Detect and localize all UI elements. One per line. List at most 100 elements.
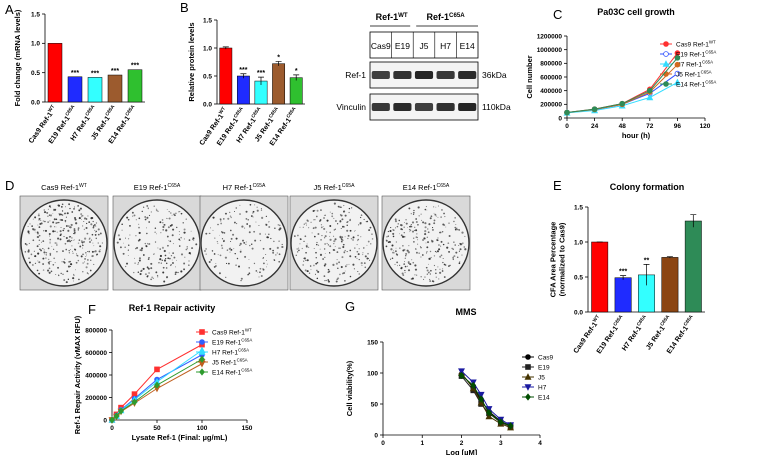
- colony-dot: [438, 278, 440, 280]
- colony-dot: [245, 243, 247, 245]
- colony-dot: [72, 239, 74, 241]
- significance: ***: [257, 70, 265, 77]
- colony-dot: [273, 259, 275, 261]
- colony-dot: [431, 226, 434, 229]
- colony-dot: [190, 230, 192, 232]
- colony-dot: [49, 214, 53, 217]
- colony-dot: [160, 262, 162, 264]
- colony-dot: [408, 245, 410, 247]
- colony-dot: [263, 262, 265, 265]
- blot-group-label-main: Ref-1: [427, 12, 450, 22]
- legend-marker: [199, 368, 205, 376]
- colony-dot: [229, 251, 231, 253]
- x-tick-label-sup: C65A: [659, 314, 671, 328]
- colony-dot: [210, 259, 213, 261]
- colony-dot: [426, 236, 428, 238]
- blot-lane-label: E19: [395, 41, 410, 51]
- legend-label-sup: C65A: [701, 69, 712, 74]
- colony-dot: [305, 245, 308, 247]
- colony-dot: [180, 236, 182, 239]
- colony-dot: [221, 238, 224, 240]
- colony-dot: [87, 273, 89, 275]
- colony-dot: [93, 245, 95, 247]
- colony-dot: [34, 262, 37, 265]
- colony-dot: [333, 202, 336, 205]
- colony-dot: [245, 210, 248, 213]
- colony-dot: [33, 250, 35, 252]
- colony-dot: [415, 221, 418, 224]
- colony-dot: [223, 239, 225, 242]
- colony-dot: [259, 271, 261, 274]
- blot-size-label: 110kDa: [482, 102, 511, 112]
- colony-dot: [135, 235, 137, 237]
- colony-dot: [48, 271, 51, 274]
- colony-dot: [144, 218, 147, 221]
- colony-dot: [178, 245, 181, 247]
- colony-dot: [340, 266, 343, 269]
- x-tick-label: 1: [420, 440, 424, 447]
- colony-dot: [148, 243, 151, 245]
- colony-dot: [352, 263, 355, 266]
- significance: *: [277, 54, 280, 61]
- colony-dot: [82, 247, 84, 249]
- colony-dot: [339, 205, 341, 207]
- colony-dot: [434, 213, 437, 216]
- colony-dot: [458, 250, 461, 252]
- colony-dot: [240, 280, 242, 282]
- colony-dot: [38, 219, 40, 221]
- colony-dot: [404, 269, 406, 272]
- colony-dot: [122, 242, 124, 244]
- colony-dot: [298, 249, 300, 252]
- colony-dot: [61, 261, 63, 263]
- colony-dot: [164, 254, 167, 257]
- colony-dot: [326, 242, 328, 245]
- colony-dot: [404, 265, 407, 268]
- colony-dot: [87, 215, 89, 217]
- colony-dot: [227, 217, 230, 220]
- colony-dot: [63, 261, 66, 264]
- x-tick-label-main: Cas9 Ref-1: [573, 321, 600, 355]
- colony-dot: [441, 270, 444, 272]
- colony-dot: [94, 233, 97, 236]
- colony-dot: [166, 217, 167, 219]
- colony-dot: [327, 268, 330, 271]
- colony-dot: [349, 275, 352, 278]
- colony-dot: [341, 256, 344, 259]
- colony-dot: [163, 259, 167, 262]
- blot-band: [371, 71, 390, 79]
- colony-dot: [262, 257, 264, 259]
- legend-label-main: E19 Ref-1: [212, 339, 242, 346]
- colony-dot: [258, 276, 260, 278]
- colony-dot: [430, 256, 432, 259]
- colony-dot: [225, 262, 228, 265]
- well: [290, 199, 378, 287]
- colony-dot: [439, 271, 442, 274]
- blot-row-label: Ref-1: [345, 70, 366, 80]
- point: [674, 55, 681, 61]
- colony-dot: [262, 247, 265, 250]
- colony-dot: [146, 227, 148, 229]
- colony-dot: [232, 233, 235, 236]
- colony-dot: [386, 236, 388, 238]
- blot-band: [414, 71, 434, 79]
- legend-label-main: E14 Ref-1: [212, 369, 242, 376]
- colony-dot: [463, 246, 465, 248]
- colony-dot: [459, 242, 461, 244]
- colony-dot: [339, 273, 341, 276]
- colony-dot: [415, 218, 417, 220]
- colony-dot: [444, 215, 446, 218]
- colony-dot: [250, 215, 253, 217]
- colony-dot: [47, 269, 50, 272]
- colony-dot: [255, 270, 258, 272]
- chart-title: Pa03C cell growth: [597, 7, 675, 17]
- y-tick-label: 0.5: [574, 274, 583, 281]
- point: [477, 391, 485, 399]
- panel-letter: E: [553, 178, 562, 193]
- significance: *: [295, 68, 298, 75]
- colony-dot: [267, 233, 270, 236]
- colony-dot: [260, 274, 263, 277]
- colony-dot: [362, 254, 364, 256]
- colony-dot: [333, 235, 335, 237]
- colony-dot: [116, 241, 119, 244]
- colony-dot: [410, 213, 412, 215]
